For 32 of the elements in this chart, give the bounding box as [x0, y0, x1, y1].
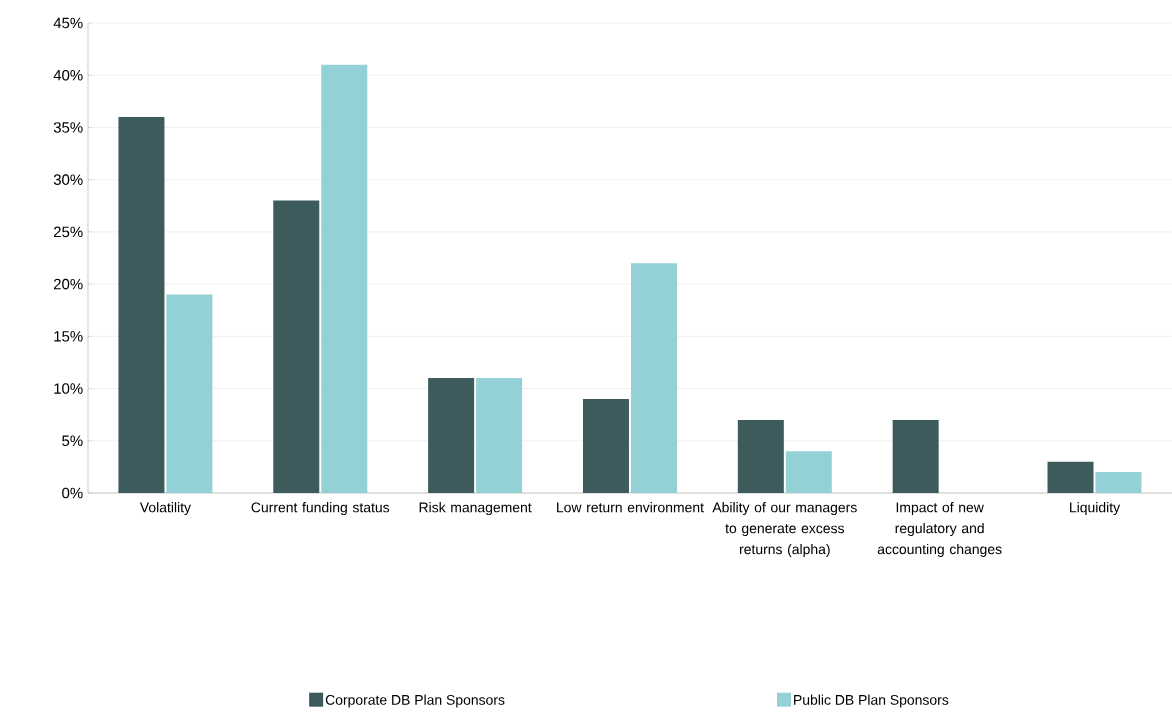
bar: [428, 378, 475, 493]
bar: [1095, 472, 1142, 493]
x-tick-label: Impact of new regulatory and accounting changes: [877, 502, 1002, 557]
y-tick-label: 35%: [53, 122, 83, 133]
legend-label: Corporate DB Plan Sponsors: [325, 694, 505, 708]
y-tick-label: 40%: [53, 69, 83, 81]
y-tick-label: 10%: [54, 383, 83, 394]
y-tick-label: 5%: [62, 435, 83, 447]
y-tick-label: 45%: [53, 17, 83, 29]
x-tick-label: Liquidity: [1070, 502, 1121, 516]
bar: [582, 399, 629, 493]
x-tick-label: Ability of our managers to generate excess returns (alpha): [712, 502, 857, 557]
bar: [630, 263, 677, 493]
bar: [321, 64, 368, 493]
bar: [166, 294, 213, 493]
y-tick-label: 25%: [53, 226, 83, 238]
bar: [737, 419, 784, 493]
bar: [273, 200, 320, 493]
legend-label: Public DB Plan Sponsors: [794, 694, 949, 708]
bar: [785, 451, 832, 493]
x-tick-label: Current funding status: [251, 502, 390, 516]
y-tick-label: 30%: [53, 174, 83, 185]
bar: [1047, 461, 1094, 493]
y-tick-label: 15%: [54, 331, 83, 342]
bar: [476, 378, 523, 493]
bar: [118, 117, 165, 493]
x-tick-label: Low return environment: [557, 502, 704, 513]
x-tick-label: Volatility: [139, 502, 191, 516]
x-tick-label: Risk management: [419, 502, 532, 516]
bar: [892, 419, 939, 493]
y-tick-label: 0%: [62, 487, 83, 499]
y-tick-label: 20%: [53, 278, 83, 290]
